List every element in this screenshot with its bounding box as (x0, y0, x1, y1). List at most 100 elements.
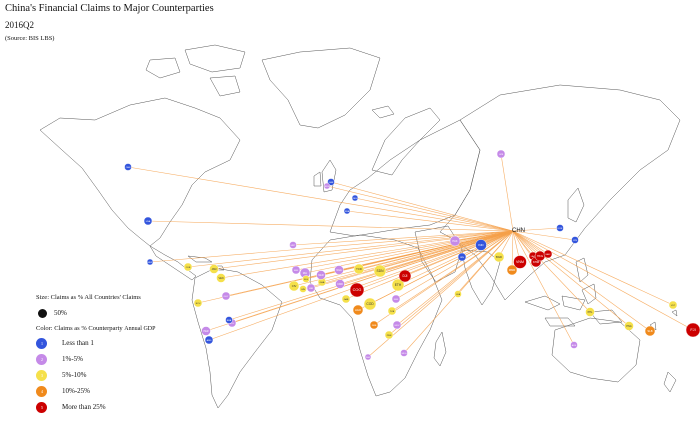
counterparty-label: PNG (626, 325, 631, 328)
legend-size-dot (38, 309, 47, 318)
legend-class-row: 5 More than 25% (36, 402, 156, 416)
counterparty-circle (398, 269, 412, 283)
legend-class-key: 4 (41, 389, 43, 394)
flow-line (292, 230, 514, 246)
flow-line (512, 230, 674, 306)
counterparty-bubble: HKG (534, 250, 546, 262)
counterparty-bubble: MAC (543, 249, 553, 259)
counterparty-circle (335, 279, 345, 289)
counterparty-bubble: MOZ (392, 320, 402, 330)
counterparty-bubble: AUS (570, 341, 578, 349)
map-period: 2016Q2 (5, 20, 34, 30)
counterparty-circle (585, 307, 595, 317)
flow-line (345, 230, 514, 300)
flow-line (512, 230, 630, 327)
counterparty-circle (369, 320, 379, 330)
counterparty-circle (556, 224, 564, 232)
counterparty-circle (204, 335, 214, 345)
counterparty-circle (124, 163, 132, 171)
counterparty-circle (624, 321, 634, 331)
counterparty-bubble: KOR (556, 224, 564, 232)
counterparty-label: GIN (301, 289, 305, 291)
counterparty-circle (352, 304, 364, 316)
counterparty-label: COG (353, 288, 362, 292)
counterparty-circle (209, 264, 219, 274)
counterparty-bubble: PAK (449, 235, 461, 247)
legend-class-row: 4 10%-25% (36, 386, 156, 400)
counterparty-bubble: CUB (183, 262, 193, 272)
counterparty-label: CAN (126, 166, 131, 169)
flow-line (346, 210, 514, 232)
counterparty-bubble: NER (316, 270, 326, 280)
land-outlines (39, 44, 681, 409)
counterparty-circle (570, 341, 578, 349)
counterparty-circle (384, 330, 394, 340)
legend-class-row: 1 Less than 1 (36, 338, 156, 352)
counterparty-bubbles: USA CAN MEX GBR FRA DEU RUS KOR JPN IND PAK BGD MMR L… (124, 149, 700, 361)
counterparty-bubble: PNG (624, 321, 634, 331)
flow-line (187, 230, 514, 268)
counterparty-circle (391, 294, 401, 304)
flow-line (356, 230, 514, 291)
counterparty-bubble: CAN (124, 163, 132, 171)
counterparty-circle (146, 258, 154, 266)
legend-class-label: Less than 1 (62, 339, 94, 347)
counterparty-circle (343, 207, 351, 215)
counterparty-circle (387, 306, 397, 316)
counterparty-bubble: BRA (225, 316, 233, 324)
counterparty-label: CUB (186, 267, 191, 269)
counterparty-label: ZWE (387, 335, 392, 337)
counterparty-label: MOZ (395, 325, 401, 327)
counterparty-label: CIV (292, 284, 297, 288)
counterparty-circle (193, 298, 203, 308)
counterparty-circle (513, 255, 527, 269)
counterparty-circle (299, 285, 307, 293)
counterparty-bubble: ETH (391, 278, 405, 292)
counterparty-circle (351, 194, 359, 202)
counterparty-bubble: GHA (317, 277, 327, 287)
counterparty-bubble: VNM (513, 255, 527, 269)
counterparty-label: RUS (325, 186, 330, 188)
legend-size-title: Size: Claims as % All Countries' Claims (36, 294, 141, 301)
counterparty-bubble: KEN (391, 294, 401, 304)
counterparty-label: LKA (456, 293, 461, 296)
legend-class-label: 10%-25% (62, 387, 90, 395)
counterparty-label: ARG (207, 339, 212, 342)
legend-color-title-suffix: Annual GDP (124, 326, 156, 332)
legend-color-title: Color: Claims as % Counterparty (36, 325, 123, 332)
counterparty-bubble: DEU (351, 194, 359, 202)
flow-line (228, 230, 514, 321)
counterparty-label: GHA (320, 281, 325, 284)
counterparty-label: GUY (224, 296, 229, 298)
flow-line (396, 230, 514, 326)
counterparty-circle (353, 263, 365, 275)
counterparty-label: MRT (291, 245, 296, 247)
counterparty-label: VUT (671, 305, 676, 307)
counterparty-label: FJI (690, 328, 695, 332)
counterparty-circle (364, 353, 372, 361)
flow-line (388, 230, 514, 336)
flow-line (127, 166, 514, 232)
counterparty-bubble: MRT (289, 241, 297, 249)
counterparty-circle (373, 264, 387, 278)
counterparty-circle (668, 300, 678, 310)
flow-line (397, 230, 514, 286)
counterparty-label: NGA (336, 269, 342, 272)
flow-line (512, 230, 694, 331)
counterparty-bubble: TZA (387, 306, 397, 316)
counterparty-bubble: BGD (493, 251, 505, 263)
claim-flow-lines (127, 153, 694, 358)
flow-line (395, 230, 514, 300)
map-source: (Source: BIS LBS) (5, 35, 55, 42)
flow-line (512, 230, 541, 257)
counterparty-label: DJI (403, 274, 408, 278)
flow-line (512, 230, 591, 313)
counterparty-bubble: COD (363, 297, 377, 311)
counterparty-label: BGD (496, 255, 502, 259)
legend-class-dot: 4 (36, 386, 47, 397)
counterparty-bubble: GAB (341, 294, 351, 304)
counterparty-label: MEX (148, 262, 153, 264)
counterparty-label: KEN (394, 299, 399, 301)
counterparty-circle (216, 273, 226, 283)
